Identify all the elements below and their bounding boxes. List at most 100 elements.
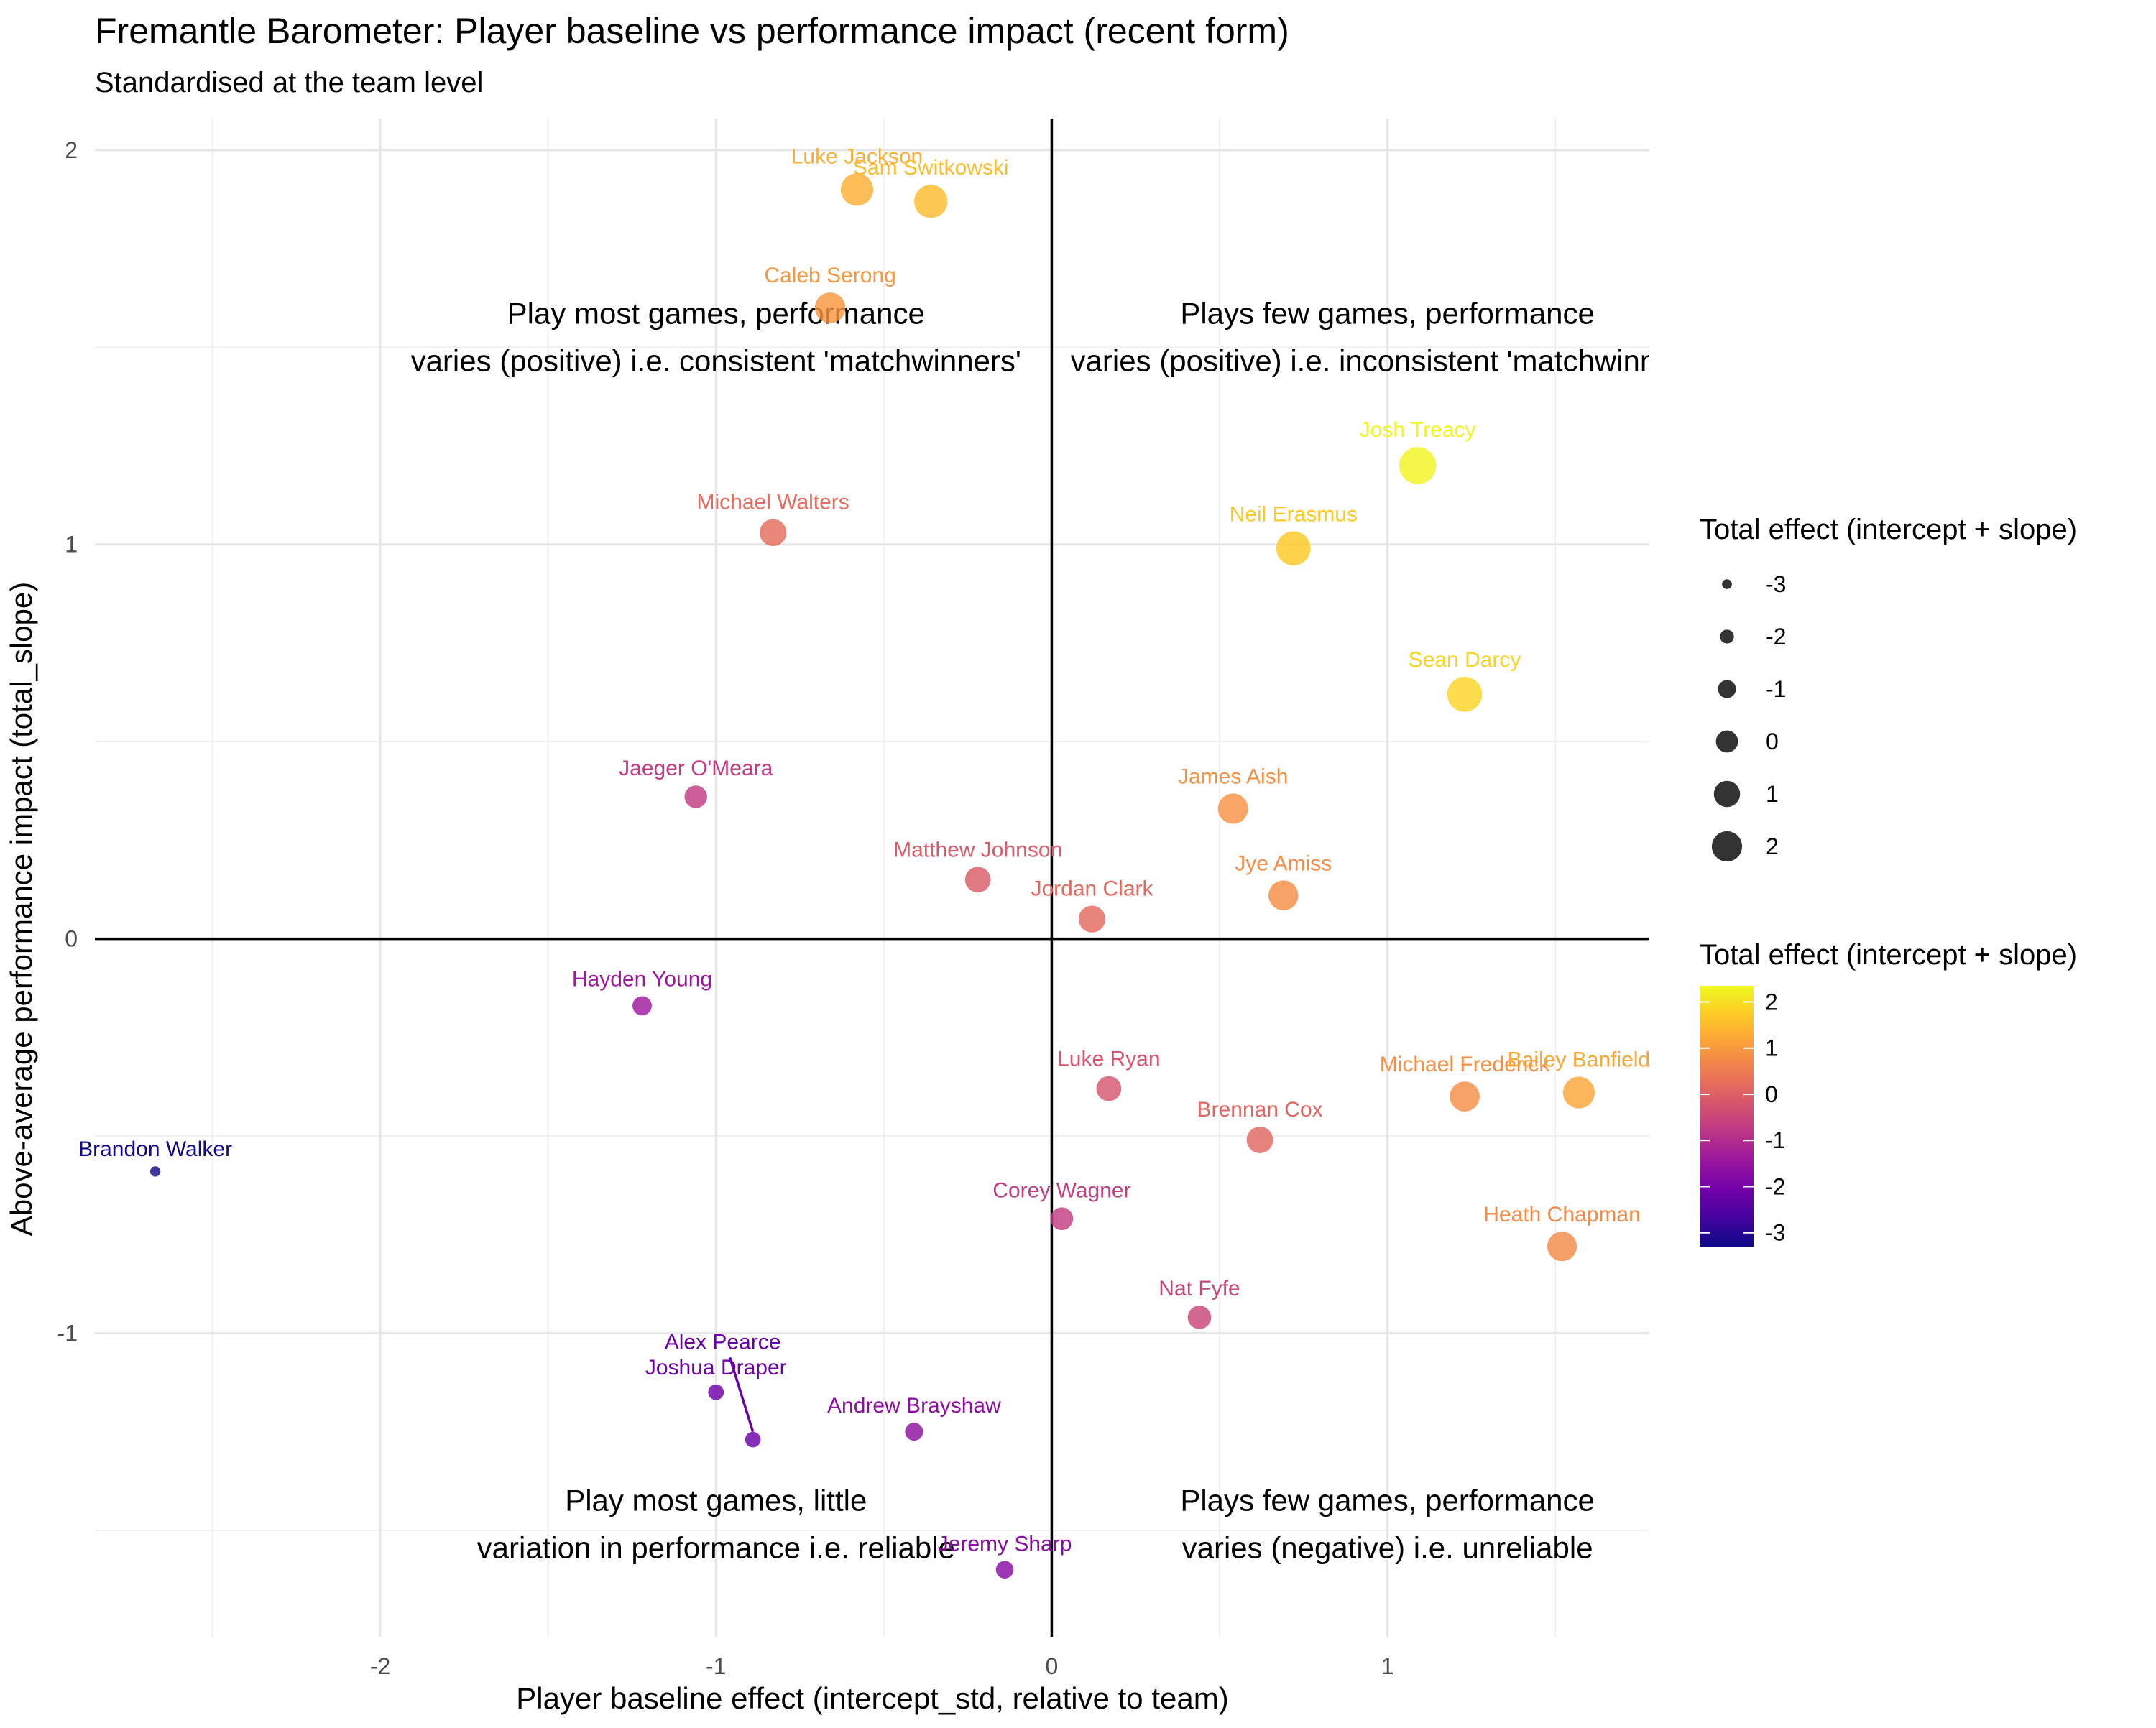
data-point <box>995 1561 1014 1579</box>
data-point <box>840 173 874 206</box>
quadrant-label: Play most games, little variation in perf… <box>477 1483 955 1564</box>
size-legend-key <box>1718 680 1736 698</box>
data-point <box>1050 1207 1074 1231</box>
quadrant-label-line: Plays few games, performance <box>1180 1483 1595 1517</box>
data-point <box>1399 447 1437 484</box>
quadrant-label-line: variation in performance i.e. reliable <box>477 1530 955 1564</box>
y-tick-label: 0 <box>65 926 78 952</box>
size-legend-label: -2 <box>1766 624 1786 650</box>
quadrant-label-line: varies (negative) i.e. unreliable <box>1182 1530 1593 1564</box>
size-legend-label: -1 <box>1766 676 1786 702</box>
chart-subtitle: Standardised at the team level <box>95 67 483 98</box>
point-label: Hayden Young <box>572 967 712 991</box>
size-legend-key <box>1720 629 1734 644</box>
point-label: Caleb Serong <box>764 264 895 287</box>
point-label: Alex Pearce <box>665 1330 781 1354</box>
size-legend-key <box>1722 579 1732 589</box>
point-label: Michael Walters <box>697 491 849 514</box>
point-label: Josh Treacy <box>1360 418 1476 442</box>
data-point <box>1268 880 1299 910</box>
y-tick-label: -1 <box>57 1320 78 1346</box>
colorbar-label: -3 <box>1765 1220 1785 1246</box>
data-point <box>1096 1076 1122 1101</box>
data-point <box>914 185 948 218</box>
point-label: Jordan Clark <box>1031 877 1153 900</box>
point-label: Neil Erasmus <box>1230 502 1358 526</box>
point-label: James Aish <box>1178 764 1288 788</box>
data-point <box>814 292 846 323</box>
point-label: Bailey Banfield <box>1508 1048 1650 1072</box>
point-label: Brandon Walker <box>78 1137 232 1161</box>
y-tick-label: 1 <box>65 532 78 558</box>
quadrant-label-line: Play most games, little <box>565 1483 867 1517</box>
x-tick-label: -1 <box>706 1653 726 1679</box>
size-legend-title: Total effect (intercept + slope) <box>1700 514 2077 545</box>
data-point <box>964 867 991 893</box>
point-label: Nat Fyfe <box>1158 1277 1240 1300</box>
data-point <box>1187 1306 1212 1329</box>
y-tick-label: 2 <box>65 137 78 163</box>
data-point <box>1276 531 1311 566</box>
x-tick-label: 0 <box>1046 1653 1059 1679</box>
data-point <box>1447 676 1483 712</box>
colorbar-label: 1 <box>1765 1035 1778 1061</box>
point-label: Sam Switkowski <box>853 156 1009 180</box>
data-point <box>1246 1127 1273 1153</box>
size-legend-label: 1 <box>1766 781 1779 807</box>
x-tick-label: -2 <box>370 1653 390 1679</box>
point-label: Jeremy Sharp <box>938 1532 1072 1556</box>
data-point <box>632 996 652 1016</box>
point-leader-line <box>728 1357 755 1433</box>
point-label: Joshua Draper <box>645 1356 787 1380</box>
data-point <box>1078 905 1106 933</box>
point-label: Luke Ryan <box>1057 1048 1160 1071</box>
color-legend-title: Total effect (intercept + slope) <box>1700 939 2077 971</box>
point-label: Heath Chapman <box>1483 1203 1640 1226</box>
data-point <box>684 785 707 808</box>
size-legend-label: 2 <box>1766 833 1779 859</box>
point-label: Andrew Brayshaw <box>827 1394 1001 1418</box>
size-legend-key <box>1715 730 1738 753</box>
quadrant-label-line: Play most games, performance <box>507 296 925 330</box>
data-point <box>1562 1076 1595 1109</box>
point-label: Brennan Cox <box>1197 1098 1323 1122</box>
x-tick-label: 1 <box>1381 1653 1394 1679</box>
chart-title: Fremantle Barometer: Player baseline vs … <box>95 11 1289 51</box>
y-axis-label: Above-average performance impact (total_… <box>4 582 38 1236</box>
colorbar-label: 2 <box>1765 989 1778 1015</box>
data-point <box>1217 793 1248 824</box>
colorbar <box>1700 986 1754 1247</box>
x-axis-label: Player baseline effect (intercept_std, r… <box>516 1681 1228 1715</box>
point-label: Luke Jackson <box>791 144 923 168</box>
colorbar-label: -1 <box>1765 1127 1785 1153</box>
size-legend-key <box>1713 780 1741 808</box>
point-label: Matthew Johnson <box>893 838 1062 861</box>
quadrant-label-line: varies (positive) i.e. consistent 'match… <box>411 343 1021 377</box>
quadrant-label-line: varies (positive) i.e. inconsistent 'mat… <box>1071 343 1705 377</box>
data-point <box>1547 1232 1577 1262</box>
point-label: Sean Darcy <box>1409 648 1521 672</box>
size-legend-label: -3 <box>1766 571 1786 597</box>
data-point <box>759 519 787 547</box>
quadrant-label: Play most games, performance varies (posi… <box>411 296 1021 377</box>
size-legend-key <box>1711 831 1743 862</box>
data-point <box>149 1166 161 1177</box>
quadrant-label: Plays few games, performance varies (nega… <box>1180 1483 1595 1564</box>
data-point <box>708 1384 724 1400</box>
point-label: Jaeger O'Meara <box>619 757 773 780</box>
colorbar-label: -2 <box>1765 1173 1785 1199</box>
data-point <box>745 1431 761 1448</box>
point-label: Jye Amiss <box>1235 851 1332 875</box>
data-point <box>905 1423 923 1441</box>
point-label: Corey Wagner <box>992 1178 1130 1202</box>
size-legend-label: 0 <box>1766 729 1779 754</box>
quadrant-label-line: Plays few games, performance <box>1180 296 1595 330</box>
quadrant-labels: Play most games, performance varies (posi… <box>411 296 1705 1564</box>
data-point <box>1450 1081 1480 1112</box>
quadrant-label: Plays few games, performance varies (posi… <box>1071 296 1705 377</box>
point-label: Michael Frederick <box>1380 1053 1551 1076</box>
colorbar-label: 0 <box>1765 1081 1778 1107</box>
